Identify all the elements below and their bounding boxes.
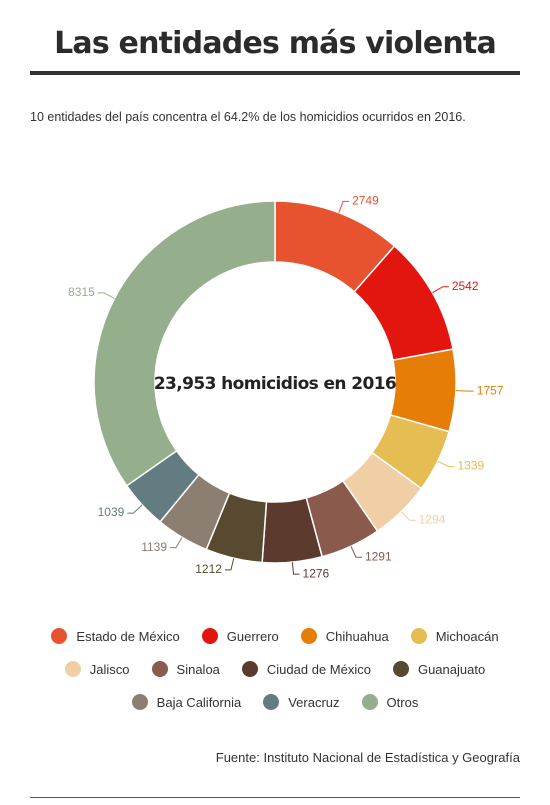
bottom-divider [30, 797, 520, 798]
legend-label: Veracruz [288, 694, 340, 710]
legend-swatch [392, 661, 409, 677]
legend-swatch [263, 694, 280, 710]
chart-legend: Estado de México Guerrero Chihuahua Michoac… [20, 628, 530, 710]
legend-item-michoacan: Michoacán [410, 628, 499, 644]
value-label-guerrero: 2542 [452, 279, 479, 293]
value-label-estado-de-mexico: 2749 [352, 194, 379, 208]
legend-item-ciudad-de-mexico: Ciudad de México [241, 661, 371, 677]
legend-item-sinaloa: Sinaloa [151, 661, 220, 677]
legend-label: Otros [386, 694, 419, 710]
legend-swatch [410, 628, 427, 644]
value-label-sinaloa: 1291 [365, 549, 392, 563]
legend-item-otros: Otros [361, 694, 419, 710]
leader-line-guerrero [432, 286, 449, 294]
legend-label: Ciudad de México [266, 661, 371, 677]
leader-line-otros [97, 292, 115, 299]
legend-item-estado-de-mexico: Estado de México [51, 628, 180, 644]
legend-swatch [201, 628, 218, 644]
legend-label: Jalisco [89, 661, 130, 677]
leader-line-guanajuato [224, 558, 235, 571]
legend-item-chihuahua: Chihuahua [300, 628, 389, 644]
chart-title: Las entidades más violenta [54, 26, 497, 61]
legend-swatch [64, 661, 81, 677]
leader-lines-group [97, 200, 474, 575]
chart-subtitle: 10 entidades del país concentra el 64.2%… [30, 110, 466, 124]
leader-line-ciudad-de-mexico [291, 562, 300, 575]
legend-item-guerrero: Guerrero [201, 628, 279, 644]
value-labels-group: 2749 2542 1757 1339 1294 1291 1276 1212 1139 1039… [68, 194, 504, 581]
slices-group [93, 200, 457, 564]
legend-label: Michoacán [435, 628, 499, 644]
value-label-veracruz: 1039 [98, 505, 125, 519]
legend-label: Baja California [156, 694, 242, 710]
leader-line-sinaloa [350, 546, 362, 558]
value-label-michoacan: 1339 [457, 459, 484, 473]
title-divider [30, 71, 520, 75]
source-note: Fuente: Instituto Nacional de Estadístic… [215, 750, 520, 765]
legend-label: Guerrero [226, 628, 279, 644]
legend-label: Guanajuato [417, 661, 486, 677]
legend-label: Sinaloa [176, 661, 220, 677]
value-label-jalisco: 1294 [419, 512, 446, 526]
legend-swatch [300, 628, 317, 644]
legend-swatch [131, 694, 148, 710]
leader-line-estado-de-mexico [338, 200, 350, 213]
leader-line-michoacan [437, 460, 455, 468]
legend-swatch [151, 661, 168, 677]
legend-item-baja-california: Baja California [131, 694, 242, 710]
donut-chart: 2749 2542 1757 1339 1294 1291 1276 1212 1139 1039… [68, 194, 504, 581]
legend-item-jalisco: Jalisco [64, 661, 130, 677]
leader-line-baja-california [170, 537, 183, 549]
center-label: 23,953 homicidios en 2016 [154, 374, 396, 394]
legend-swatch [361, 694, 378, 710]
legend-swatch [241, 661, 258, 677]
legend-label: Estado de México [76, 628, 180, 644]
value-label-baja-california: 1139 [141, 540, 167, 554]
value-label-ciudad-de-mexico: 1276 [303, 566, 330, 580]
value-label-guanajuato: 1212 [195, 562, 222, 576]
value-label-chihuahua: 1757 [477, 383, 504, 397]
legend-item-veracruz: Veracruz [263, 694, 340, 710]
legend-swatch [51, 628, 68, 644]
slice-otros [93, 200, 276, 487]
leader-line-jalisco [400, 511, 416, 521]
legend-item-guanajuato: Guanajuato [392, 661, 486, 677]
value-label-otros: 8315 [68, 285, 95, 299]
leader-line-veracruz [127, 504, 143, 514]
leader-line-chihuahua [455, 390, 474, 392]
legend-label: Chihuahua [325, 628, 389, 644]
